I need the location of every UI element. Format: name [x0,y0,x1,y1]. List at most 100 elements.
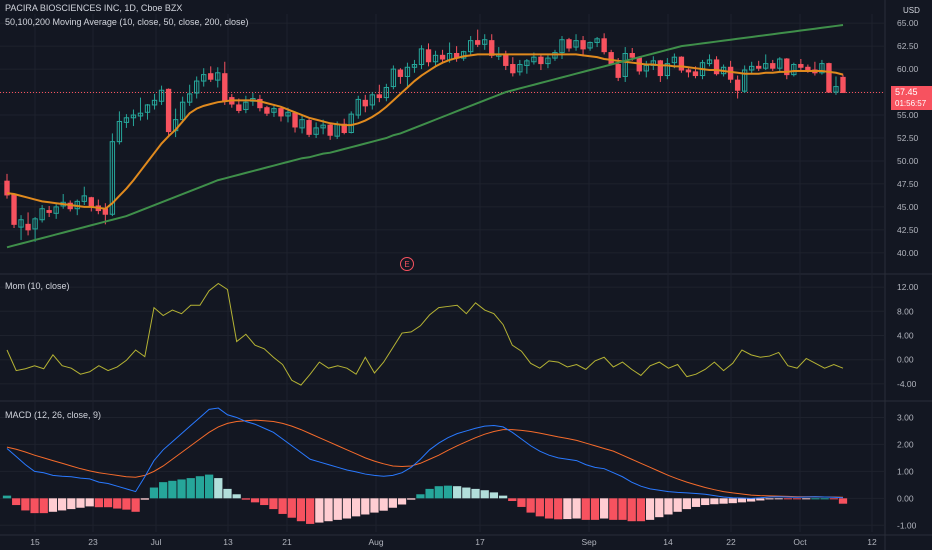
time-tick-label: 21 [282,537,292,547]
macd-histogram-bar [287,498,296,518]
candle-body [369,94,375,106]
macd-histogram-bar [746,498,756,502]
macd-histogram-bar [2,495,12,499]
candle-body [678,56,685,71]
macd-histogram-bar [682,498,691,510]
candle-body [165,88,172,133]
price-tick-label: 60.00 [897,64,919,74]
candle-body [510,64,516,74]
time-tick-label: 22 [726,537,736,547]
price-tick-label: 45.00 [897,202,919,212]
candle-body [32,218,38,230]
candle-body [243,101,249,111]
candle [425,43,432,67]
candle-body [629,52,635,58]
macd-histogram-bar [480,490,489,499]
macd-histogram-bar [664,498,673,515]
candle [4,173,10,199]
macd-histogram-bar [581,498,590,520]
candle [545,55,551,69]
candle [622,47,628,82]
macd-histogram-bar [177,479,186,499]
candle-body [158,89,165,102]
macd-histogram-bar [278,498,287,514]
candle [81,186,87,206]
candle-body [123,117,130,123]
macd-tick-label: 3.00 [897,412,914,422]
time-tick-label: 17 [475,537,485,547]
candle [741,65,748,93]
macd-tick-label: 0.00 [897,493,914,503]
momentum-tick-label: 8.00 [897,306,914,316]
macd-histogram-bar [250,498,260,503]
candle [165,88,172,136]
candle [826,62,832,93]
macd-histogram-bar [645,498,655,520]
candle [706,54,713,67]
candle-body [186,93,193,103]
candle-body [390,68,397,88]
candle [46,205,52,217]
macd-histogram-bar [838,498,848,504]
candle [179,96,186,123]
macd-histogram-bar [544,498,554,519]
macd-histogram-bar [627,498,636,522]
time-tick-label: 15 [30,537,40,547]
macd-histogram-bar [232,494,241,499]
candle-body [299,119,305,129]
candle-body [615,64,621,78]
momentum-legend[interactable]: Mom (10, close) [5,281,70,291]
macd-histogram-bar [370,498,379,513]
candle [777,57,783,72]
moving-average-legend[interactable]: 50,100,200 Moving Average (10, close, 50… [5,17,249,27]
macd-histogram-bar [388,498,397,508]
candle-body [348,113,354,133]
candle-body [840,76,846,94]
earnings-marker-icon[interactable]: E [400,257,414,271]
candle-body [257,98,263,109]
candle [390,65,397,90]
macd-histogram-bar [453,486,462,499]
candle-body [489,40,495,56]
candle-body [222,73,228,101]
macd-histogram-bar [434,486,443,499]
candle-body [664,63,671,77]
macd-tick-label: 2.00 [897,439,914,449]
macd-histogram-bar [765,498,774,500]
candle-body [362,99,368,107]
candle-body [713,59,720,75]
candle [798,59,804,71]
candle [18,215,24,240]
candle [601,33,607,55]
candle [664,58,671,80]
candle [116,111,123,145]
candle-body [601,38,607,53]
candle [53,204,59,219]
candle-body [130,114,137,119]
macd-histogram-bar [103,498,113,508]
candle-body [18,219,24,228]
candle-body [791,64,797,76]
macd-histogram-bar [728,498,737,504]
macd-histogram-bar [719,498,728,504]
candle-body [671,56,678,64]
time-tick-label: Aug [368,537,383,547]
candle [404,62,411,87]
candle-body [278,108,284,117]
candle [573,34,579,51]
candle-body [467,40,474,53]
macd-histogram-bar [811,498,820,500]
macd-histogram-bar [361,498,370,515]
candle-body [88,197,94,207]
time-tick-label: Oct [793,537,807,547]
candle [482,34,488,50]
macd-legend[interactable]: MACD (12, 26, close, 9) [5,410,102,420]
macd-histogram-bar [517,498,526,507]
candle-body [685,69,692,73]
candle-body [313,127,319,135]
macd-histogram-bar [563,498,572,520]
candle-body [594,38,600,43]
candle-body [538,56,544,65]
